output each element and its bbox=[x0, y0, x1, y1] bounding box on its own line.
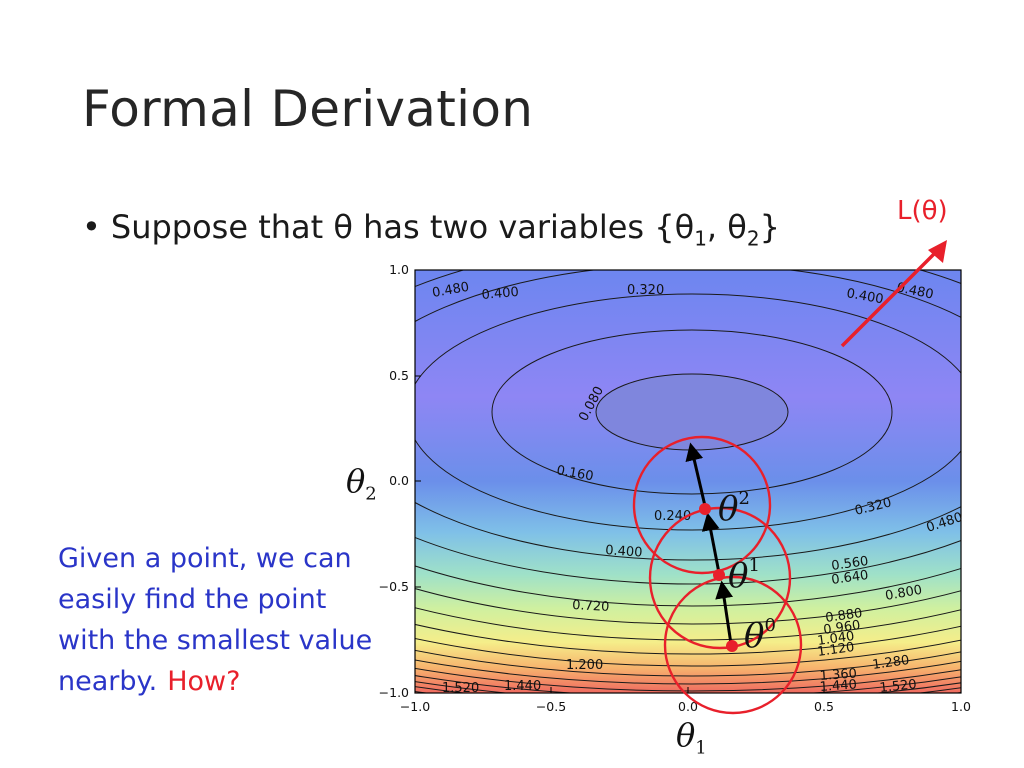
how-label: How? bbox=[167, 666, 241, 697]
bullet-text-middle: , θ bbox=[706, 208, 747, 246]
contour-label: 0.960 bbox=[822, 618, 861, 638]
contour-label: 1.120 bbox=[816, 640, 855, 660]
iterate-points bbox=[699, 503, 738, 652]
contour-label: 0.400 bbox=[605, 543, 643, 561]
label-theta-1: θ1 bbox=[728, 555, 760, 596]
contour-label: 1.280 bbox=[871, 653, 910, 673]
y-tick-label: 0.0 bbox=[389, 473, 409, 488]
y-axis-symbol: θ2 bbox=[346, 462, 377, 504]
contour-label: 1.200 bbox=[566, 658, 603, 673]
x-axis-ticks bbox=[414, 687, 962, 693]
contour-0.160 bbox=[491, 329, 893, 495]
x-axis-symbol: θ1 bbox=[676, 716, 707, 758]
contour-0.480 bbox=[415, 565, 961, 607]
x-tick-label: −0.5 bbox=[536, 699, 566, 714]
y-tick-label: 1.0 bbox=[389, 262, 409, 277]
contour-label: 0.400 bbox=[481, 285, 519, 303]
contour-0.960 bbox=[415, 659, 961, 685]
bullet-text-prefix: Suppose that θ has two variables {θ bbox=[110, 208, 695, 246]
point-labels: θ0 θ1 θ2 bbox=[718, 488, 776, 656]
contour-label: 0.400 bbox=[845, 286, 884, 307]
point-theta-1 bbox=[713, 569, 725, 581]
contour-label: 0.720 bbox=[572, 598, 610, 615]
neighborhood-circle bbox=[648, 506, 792, 650]
contour-label: 1.520 bbox=[442, 681, 479, 696]
contour-label: 0.800 bbox=[884, 583, 923, 604]
contour-label: 0.480 bbox=[431, 280, 470, 301]
y-axis-theta: θ bbox=[346, 462, 366, 500]
bullet-dot: • bbox=[82, 208, 101, 246]
step-arrows bbox=[685, 442, 734, 645]
contour-label: 0.880 bbox=[824, 606, 863, 626]
neighborhood-circle bbox=[663, 575, 803, 715]
label-theta-2: θ2 bbox=[718, 488, 750, 529]
neighborhood-circle bbox=[632, 435, 772, 575]
point-theta-0 bbox=[726, 640, 738, 652]
point-theta-2 bbox=[699, 503, 711, 515]
x-axis-sub: 1 bbox=[695, 737, 707, 759]
y-axis-ticks bbox=[415, 269, 421, 694]
bullet-point: • Suppose that θ has two variables {θ1, θ… bbox=[82, 208, 780, 250]
bullet-text-suffix: } bbox=[759, 208, 780, 246]
step-arrow bbox=[701, 512, 721, 574]
neighborhood-circles bbox=[632, 435, 803, 715]
label-theta-1-symbol: θ bbox=[728, 556, 748, 596]
bullet-sub-1: 1 bbox=[694, 226, 707, 251]
side-note: Given a point, we can easily find the po… bbox=[58, 538, 388, 702]
contour-1.040 bbox=[415, 667, 961, 692]
label-theta-2-sup: 2 bbox=[738, 488, 749, 509]
label-theta-2-symbol: θ bbox=[718, 489, 738, 529]
contour-label: 1.440 bbox=[819, 677, 857, 695]
slide-title: Formal Derivation bbox=[82, 80, 534, 138]
step-arrow bbox=[715, 580, 734, 645]
contour-label: 0.640 bbox=[830, 568, 869, 588]
contour-label: 0.560 bbox=[830, 554, 869, 574]
contour-0.320 bbox=[415, 270, 961, 561]
loss-pointer-line bbox=[840, 248, 940, 348]
x-axis-theta: θ bbox=[676, 716, 696, 754]
x-tick-label: −1.0 bbox=[400, 699, 430, 714]
contour-0.720 bbox=[415, 623, 961, 655]
contour-0.880 bbox=[415, 649, 961, 677]
label-theta-1-sup: 1 bbox=[748, 555, 759, 576]
contour-label: 0.160 bbox=[555, 463, 594, 484]
contour-0.560 bbox=[415, 587, 961, 625]
loss-pointer-arrowhead bbox=[928, 240, 947, 263]
loss-label: L(θ) bbox=[897, 196, 948, 226]
contour-lines bbox=[415, 270, 961, 693]
label-theta-0-symbol: θ bbox=[744, 616, 764, 656]
contour-label: 0.320 bbox=[627, 283, 664, 298]
y-tick-label: −1.0 bbox=[379, 685, 409, 700]
x-tick-label: 1.0 bbox=[951, 699, 971, 714]
contour-label: 1.520 bbox=[879, 677, 918, 696]
label-theta-0-sup: 0 bbox=[764, 615, 775, 636]
step-arrow bbox=[685, 442, 707, 507]
x-tick-label: 0.5 bbox=[814, 699, 834, 714]
contour-0.640 bbox=[415, 607, 961, 641]
contour-label: 1.040 bbox=[816, 629, 855, 649]
label-theta-0: θ0 bbox=[744, 615, 776, 656]
plot-background bbox=[415, 270, 961, 693]
y-tick-label: 0.5 bbox=[389, 368, 409, 383]
y-axis-sub: 2 bbox=[365, 483, 377, 505]
contour-label: 1.360 bbox=[819, 666, 857, 684]
contour-label: 1.440 bbox=[504, 679, 541, 694]
contour-0.800 bbox=[415, 637, 961, 667]
y-tick-label: −0.5 bbox=[379, 579, 409, 594]
x-tick-label: 0.0 bbox=[678, 699, 698, 714]
contour-0.240 bbox=[415, 293, 961, 531]
contour-0.400 bbox=[415, 270, 961, 585]
side-note-text: Given a point, we can easily find the po… bbox=[58, 543, 373, 697]
bullet-sub-2: 2 bbox=[746, 226, 760, 251]
